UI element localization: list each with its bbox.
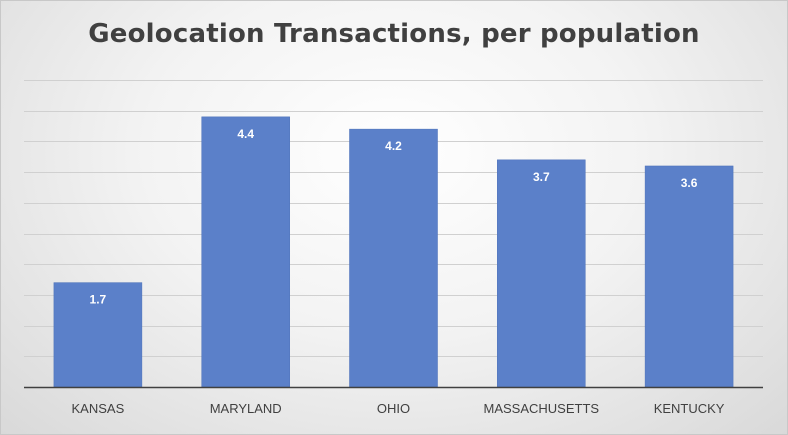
x-tick-label: OHIO xyxy=(377,401,410,416)
bar-maryland xyxy=(201,116,290,388)
chart-title: Geolocation Transactions, per population xyxy=(88,19,700,49)
data-label: 3.7 xyxy=(533,170,550,184)
bars xyxy=(53,116,734,388)
x-tick-label: KENTUCKY xyxy=(654,401,725,416)
x-tick-label: MARYLAND xyxy=(210,401,282,416)
bar-ohio xyxy=(349,128,438,388)
data-label: 1.7 xyxy=(90,293,107,307)
bar-massachusetts xyxy=(497,159,586,388)
bar-kansas xyxy=(53,282,143,388)
data-label: 3.6 xyxy=(681,176,698,190)
x-tick-label: KANSAS xyxy=(72,401,125,416)
data-label: 4.4 xyxy=(237,127,254,141)
bar-kentucky xyxy=(644,165,734,388)
data-label: 4.2 xyxy=(385,139,402,153)
x-tick-label: MASSACHUSETTS xyxy=(484,401,600,416)
labels: 1.7 KANSAS 4.4 MARYLAND 4.2 OHIO 3.7 MASSACHUSE… xyxy=(72,127,725,416)
